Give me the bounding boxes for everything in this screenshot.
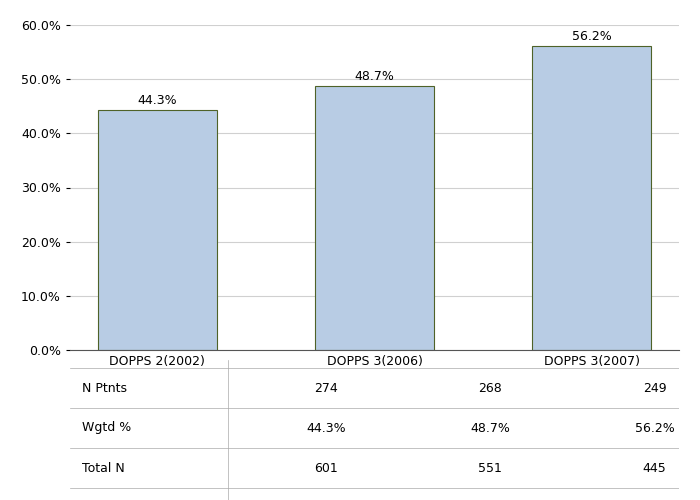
Text: 48.7%: 48.7% bbox=[355, 70, 394, 84]
Text: 268: 268 bbox=[478, 382, 502, 394]
Text: 44.3%: 44.3% bbox=[138, 94, 177, 108]
Text: 601: 601 bbox=[314, 462, 337, 474]
Text: Wgtd %: Wgtd % bbox=[82, 422, 132, 434]
Bar bbox=[315, 86, 434, 350]
Bar bbox=[98, 110, 217, 350]
Text: N Ptnts: N Ptnts bbox=[82, 382, 127, 394]
Bar bbox=[532, 46, 651, 350]
Text: 44.3%: 44.3% bbox=[306, 422, 346, 434]
Text: 445: 445 bbox=[643, 462, 666, 474]
Text: 274: 274 bbox=[314, 382, 337, 394]
Text: 56.2%: 56.2% bbox=[635, 422, 675, 434]
Text: Total N: Total N bbox=[82, 462, 125, 474]
Text: 56.2%: 56.2% bbox=[572, 30, 612, 43]
Text: 249: 249 bbox=[643, 382, 666, 394]
Text: 48.7%: 48.7% bbox=[470, 422, 510, 434]
Text: 551: 551 bbox=[478, 462, 502, 474]
